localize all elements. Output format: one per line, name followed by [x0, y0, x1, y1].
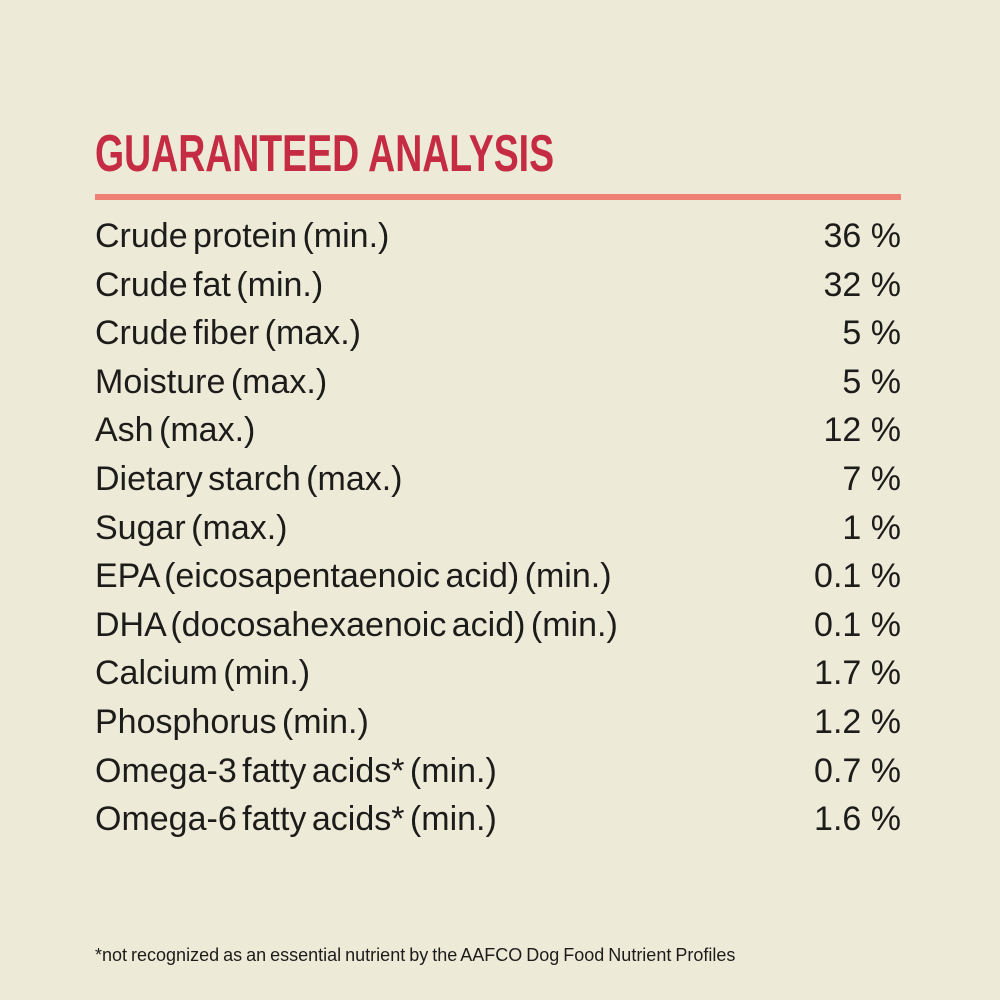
nutrient-value: 36 %: [823, 217, 902, 255]
nutrient-value: 5 %: [842, 314, 901, 353]
table-row: Omega-6 fatty acids* (min.) 1.6 %: [95, 795, 901, 844]
nutrient-label: Dietary starch (max.): [95, 459, 403, 498]
nutrient-value: 32 %: [823, 265, 902, 304]
nutrient-label: Ash (max.): [95, 411, 256, 450]
nutrient-value: 12 %: [823, 411, 902, 450]
footnote: *not recognized as an essential nutrient…: [95, 945, 736, 965]
nutrient-label: DHA (docosahexaenoic acid) (min.): [95, 605, 618, 644]
nutrient-value: 0.1 %: [814, 557, 901, 596]
nutrient-value: 7 %: [842, 459, 901, 498]
nutrient-label: Sugar (max.): [95, 508, 288, 547]
table-row: Sugar (max.) 1 %: [95, 504, 901, 553]
table-row: Phosphorus (min.) 1.2 %: [95, 698, 901, 747]
nutrient-value: 1.2 %: [814, 702, 901, 741]
nutrient-label: Crude protein (min.): [95, 217, 390, 255]
nutrient-label: EPA (eicosapentaenoic acid) (min.): [95, 557, 612, 596]
nutrient-value: 0.7 %: [814, 751, 901, 790]
table-row: Crude fat (min.) 32 %: [95, 261, 901, 310]
table-row: Ash (max.) 12 %: [95, 406, 901, 455]
table-row: EPA (eicosapentaenoic acid) (min.) 0.1 %: [95, 552, 901, 601]
nutrient-label: Omega-6 fatty acids* (min.): [95, 800, 497, 839]
nutrient-value: 0.1 %: [814, 605, 901, 644]
nutrient-label: Calcium (min.): [95, 654, 311, 693]
nutrient-label: Omega-3 fatty acids* (min.): [95, 751, 497, 790]
table-row: Dietary starch (max.) 7 %: [95, 455, 901, 504]
nutrient-value: 5 %: [842, 362, 901, 401]
nutrient-label: Crude fat (min.): [95, 265, 324, 304]
nutrient-value: 1 %: [842, 508, 901, 547]
table-row: Moisture (max.) 5 %: [95, 358, 901, 407]
guaranteed-analysis-panel: GUARANTEED ANALYSIS Crude protein (min.)…: [95, 0, 901, 1000]
nutrient-value: 1.7 %: [814, 654, 901, 693]
table-row: Calcium (min.) 1.7 %: [95, 649, 901, 698]
nutrient-label: Phosphorus (min.): [95, 702, 369, 741]
nutrient-label: Moisture (max.): [95, 362, 328, 401]
page-title: GUARANTEED ANALYSIS: [95, 125, 555, 183]
table-row: Omega-3 fatty acids* (min.) 0.7 %: [95, 747, 901, 796]
nutrient-table: Crude protein (min.) 36 % Crude fat (min…: [95, 212, 901, 844]
title-divider: [95, 194, 901, 200]
nutrient-value: 1.6 %: [814, 800, 901, 839]
table-row: Crude protein (min.) 36 %: [95, 212, 901, 261]
table-row: Crude fiber (max.) 5 %: [95, 309, 901, 358]
nutrient-label: Crude fiber (max.): [95, 314, 361, 353]
table-row: DHA (docosahexaenoic acid) (min.) 0.1 %: [95, 601, 901, 650]
